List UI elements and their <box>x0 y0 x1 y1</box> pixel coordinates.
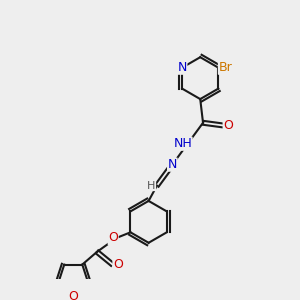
Text: N: N <box>168 158 177 171</box>
Text: O: O <box>223 119 233 132</box>
Text: O: O <box>108 231 118 244</box>
Text: Br: Br <box>218 61 232 74</box>
Text: N: N <box>177 61 187 74</box>
Text: H: H <box>147 181 156 190</box>
Text: NH: NH <box>173 137 192 150</box>
Text: O: O <box>113 258 123 271</box>
Text: O: O <box>68 290 78 300</box>
